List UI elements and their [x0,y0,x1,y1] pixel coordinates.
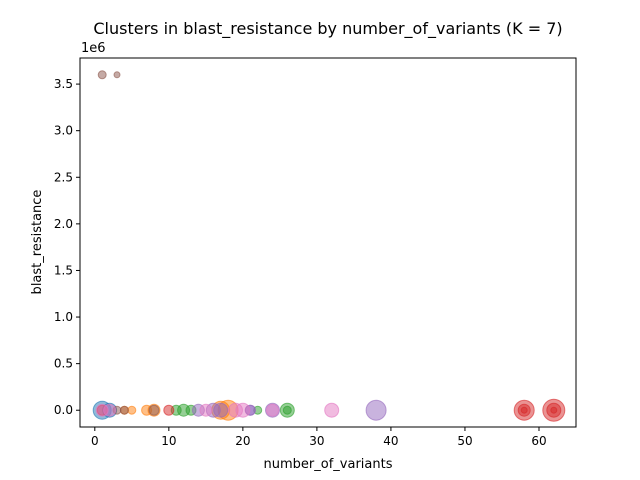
x-tick-label-30: 30 [309,434,324,448]
cluster-2-point-5 [282,405,292,415]
cluster-5-point-3 [119,405,129,415]
y-tick-label-1: 0.5 [54,357,73,371]
x-tick-label-50: 50 [457,434,472,448]
y-tick-label-3: 1.5 [54,263,73,277]
y-tick-label-0: 0.0 [54,403,73,417]
cluster-6-point-4 [235,402,251,418]
x-tick-label-20: 20 [235,434,250,448]
cluster-5-point-4 [148,404,160,416]
x-axis-label: number_of_variants [264,457,393,472]
cluster-4-point-2 [213,402,229,418]
cluster-5-point-1 [113,71,121,79]
y-tick-label-6: 3.0 [54,124,73,138]
cluster-3-point-1 [163,404,175,416]
x-tick-label-60: 60 [531,434,546,448]
cluster-6-point-5 [266,403,279,417]
cluster-6-point-2 [199,403,213,417]
cluster-3-point-4 [520,406,528,414]
x-axis: 0 10 20 30 40 50 60 [91,427,547,448]
cluster-6-point-6 [324,402,340,418]
y-axis: 0.0 0.5 1.0 1.5 2.0 2.5 3.0 3.5 [54,77,80,417]
plot-points [92,70,566,422]
cluster-6-point-1 [103,403,117,417]
y-tick-label-7: 3.5 [54,77,73,91]
cluster-5-point-0 [97,70,107,80]
x-tick-label-0: 0 [91,434,99,448]
y-tick-label-4: 2.0 [54,217,73,231]
y-axis-label: blast_resistance [30,190,45,295]
chart-title: Clusters in blast_resistance by number_o… [93,19,562,39]
cluster-4-point-6 [365,399,387,421]
y-tick-label-5: 2.5 [54,170,73,184]
y-offset-label: 1e6 [81,41,106,56]
y-tick-label-2: 1.0 [54,310,73,324]
plot-frame [79,57,577,428]
cluster-1-point-1 [127,405,137,415]
x-tick-label-40: 40 [383,434,398,448]
cluster-3-point-7 [550,406,558,414]
x-tick-label-10: 10 [161,434,176,448]
